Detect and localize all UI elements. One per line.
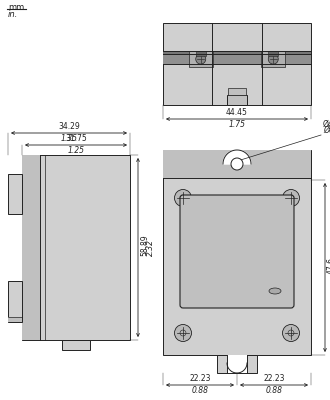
- Bar: [268, 51, 278, 56]
- Polygon shape: [217, 130, 257, 150]
- Circle shape: [282, 190, 300, 206]
- Bar: [217, 355, 257, 373]
- Text: 1.25: 1.25: [68, 146, 84, 155]
- Bar: [163, 54, 311, 64]
- Circle shape: [231, 158, 243, 170]
- Circle shape: [180, 195, 186, 201]
- Circle shape: [288, 330, 294, 336]
- Circle shape: [282, 324, 300, 342]
- Text: 22.23: 22.23: [189, 374, 211, 383]
- Circle shape: [175, 324, 191, 342]
- Circle shape: [268, 54, 278, 64]
- Circle shape: [180, 330, 186, 336]
- Bar: [163, 150, 311, 355]
- Circle shape: [288, 195, 294, 201]
- Bar: [163, 51, 311, 54]
- Bar: [196, 51, 206, 56]
- Text: 0.88: 0.88: [191, 386, 209, 395]
- Text: 47.6: 47.6: [327, 257, 330, 274]
- Text: 31.75: 31.75: [65, 134, 87, 143]
- Bar: [163, 150, 311, 178]
- Circle shape: [196, 54, 206, 64]
- Text: 34.29: 34.29: [58, 122, 80, 131]
- Text: 2.32: 2.32: [146, 239, 155, 256]
- Bar: [227, 95, 247, 105]
- Ellipse shape: [269, 288, 281, 294]
- Text: 1.75: 1.75: [228, 120, 246, 129]
- Text: 58.89: 58.89: [140, 235, 149, 256]
- Bar: [62, 340, 90, 350]
- Bar: [261, 51, 285, 67]
- Bar: [22, 155, 130, 340]
- Circle shape: [175, 190, 191, 206]
- Bar: [189, 51, 213, 67]
- Text: Ø0.19: Ø0.19: [323, 126, 330, 135]
- Bar: [8, 174, 22, 214]
- Bar: [8, 316, 22, 322]
- Bar: [22, 155, 40, 340]
- FancyBboxPatch shape: [180, 195, 294, 308]
- Text: in.: in.: [8, 10, 18, 19]
- Bar: [163, 23, 311, 105]
- Bar: [227, 355, 247, 373]
- Text: mm: mm: [8, 3, 24, 12]
- Polygon shape: [223, 150, 251, 164]
- Text: 22.23: 22.23: [263, 374, 285, 383]
- Text: Ø4.9: Ø4.9: [323, 120, 330, 129]
- Bar: [8, 281, 22, 322]
- Text: 1.35: 1.35: [60, 134, 78, 143]
- Bar: [228, 88, 246, 95]
- Text: 44.45: 44.45: [226, 108, 248, 117]
- Text: 0.88: 0.88: [266, 386, 282, 395]
